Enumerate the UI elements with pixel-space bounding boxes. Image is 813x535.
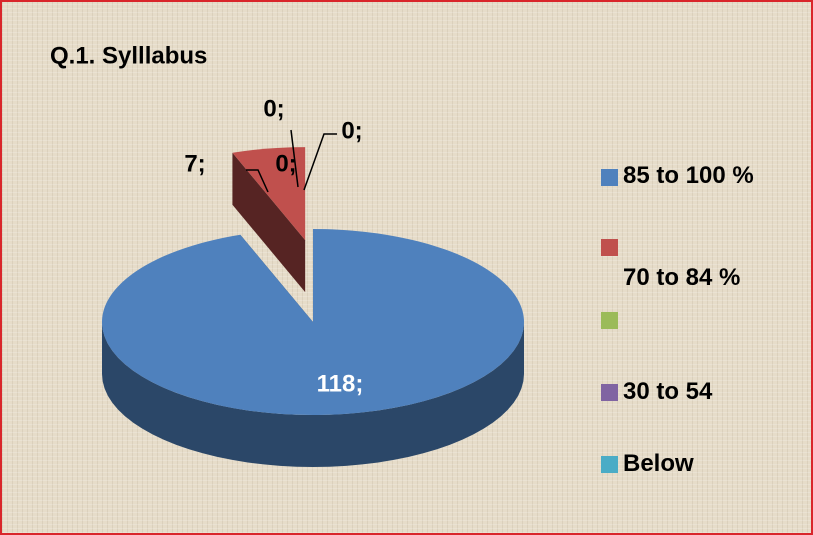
- leader-line: [290, 129, 299, 188]
- data-label: 0;: [263, 95, 284, 122]
- leader-line: [246, 169, 269, 193]
- legend-swatch: [601, 456, 618, 473]
- legend-swatch: [601, 384, 618, 401]
- leader-line: [303, 133, 337, 191]
- legend-swatch: [601, 169, 618, 186]
- slice-side: [102, 322, 524, 467]
- legend-swatch: [601, 312, 618, 329]
- data-label: 0;: [341, 117, 362, 144]
- data-label: 0;: [275, 150, 296, 177]
- legend-swatch: [601, 239, 618, 256]
- legend-label: 30 to 54: [623, 378, 713, 405]
- data-label: 118;: [317, 370, 364, 397]
- slice-wall: [232, 152, 306, 293]
- chart-title: Q.1. Sylllabus: [50, 42, 207, 69]
- legend-label: 70 to 84 %: [623, 264, 741, 291]
- slice: [102, 229, 525, 415]
- data-label: 7;: [184, 150, 205, 177]
- pie-tops: [102, 147, 525, 415]
- legend-label: Below: [623, 450, 694, 477]
- legend-label: 85 to 100 %: [623, 162, 754, 189]
